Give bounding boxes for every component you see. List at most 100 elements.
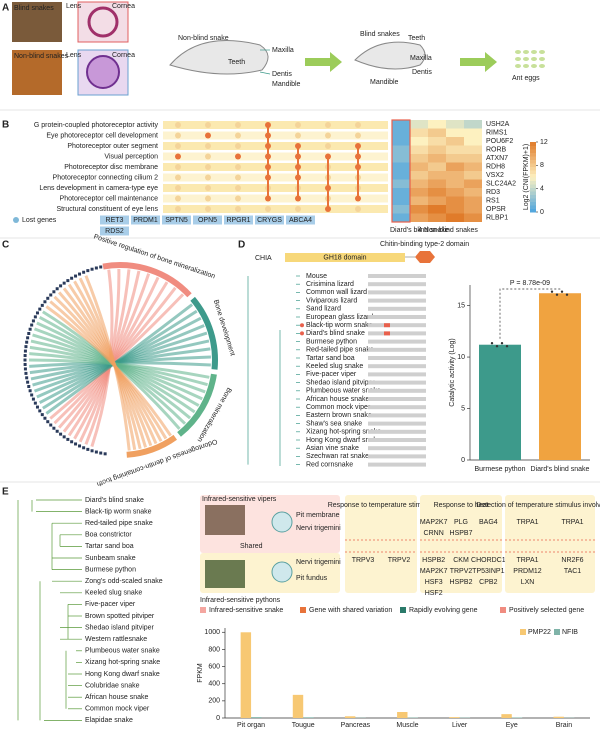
go-term: Photoreceptor connecting cilium 2 (53, 174, 159, 181)
gene: NR2F6 (561, 557, 583, 564)
bar (397, 712, 408, 718)
label: Chitin-binding type-2 domain (380, 241, 469, 248)
column-box (505, 495, 595, 593)
gene: OPSR (486, 206, 506, 213)
domain2-shape (415, 251, 435, 263)
gene-block (70, 276, 74, 280)
legend-label: NFIB (562, 629, 578, 636)
legend-label: Gene with shared variation (309, 607, 392, 614)
label: Blind snakes (360, 31, 400, 38)
gene: HSF2 (425, 590, 443, 597)
heat-cell (446, 213, 464, 222)
gene-box (100, 226, 129, 236)
go-term: Photoreceptor disc membrane (64, 164, 158, 171)
gene: TAC1 (564, 568, 581, 575)
heat-cell (428, 188, 446, 197)
gene: ATXN7 (486, 155, 508, 162)
gene: TRPV2 (450, 568, 473, 575)
label: Infrared-sensitive vipers (202, 496, 277, 503)
dot (235, 122, 241, 128)
species: Viviparous lizard (306, 297, 357, 304)
row-band (163, 121, 388, 129)
species: Asian vine snake (306, 445, 359, 452)
egg (531, 64, 537, 68)
species: Diard's blind snake (85, 497, 144, 504)
gene-block (55, 287, 59, 291)
photo (205, 505, 245, 535)
gene-block (99, 451, 103, 455)
heat-cell (464, 137, 482, 146)
legend-label: Positively selected gene (509, 607, 584, 614)
label: Mandible (272, 81, 301, 88)
species: Common mock viper (306, 404, 371, 411)
dot (235, 143, 241, 149)
gene: PRDM1 (133, 217, 158, 224)
heat-cell (464, 162, 482, 171)
point (490, 342, 494, 345)
gene-block (59, 432, 63, 436)
dot (235, 206, 241, 212)
heat-cell (446, 145, 464, 154)
legend-swatch (500, 607, 506, 613)
dot (175, 153, 181, 160)
heat-cell (464, 154, 482, 163)
heat-cell (392, 162, 410, 171)
dot (235, 185, 241, 191)
dot (325, 143, 331, 149)
gene: USH2A (486, 121, 510, 128)
bar (553, 716, 564, 718)
species: Mouse (306, 273, 327, 280)
go-term: Eye photoreceptor cell development (46, 132, 158, 139)
gene: RIMS1 (486, 130, 508, 137)
gene: RPGR1 (226, 217, 250, 224)
heat-cell (410, 137, 428, 146)
bar (303, 717, 314, 718)
heat-cell (428, 171, 446, 180)
gene: HSF3 (425, 579, 443, 586)
gene: RD3 (486, 189, 500, 196)
gene-block (38, 307, 42, 311)
gene-block (24, 371, 28, 375)
species: Shedao island pitviper (306, 379, 376, 386)
x-tick-label: Eye (506, 722, 518, 729)
label: Infrared-sensitive pythons (200, 597, 281, 604)
gene-block (28, 327, 32, 331)
gene-block (23, 367, 27, 371)
species: Red-tailed pipe snake (85, 520, 153, 527)
heat-cell (446, 196, 464, 205)
y-tick-label: 0 (216, 715, 220, 722)
egg (531, 57, 537, 61)
row-band (163, 131, 388, 140)
egg (515, 57, 521, 61)
legend-swatch (520, 629, 526, 635)
heat-cell (410, 145, 428, 154)
gene-block (30, 323, 34, 327)
gene-block (78, 444, 82, 448)
colorbar-tick-label: 8 (540, 162, 544, 169)
sequence (368, 331, 426, 336)
heat-cell (428, 205, 446, 214)
point (500, 342, 504, 345)
egg (515, 64, 521, 68)
y-tick-label: 800 (208, 646, 220, 653)
legend-label: PMP22 (528, 629, 551, 636)
x-tick-label: Brain (556, 722, 572, 729)
panel-letter: D (238, 240, 245, 251)
photo (12, 2, 62, 42)
sequence (368, 323, 426, 328)
gene-block (35, 405, 39, 409)
gene-block (23, 362, 27, 366)
heat-cell (446, 137, 464, 146)
dot (175, 132, 181, 139)
gene: PLG (454, 519, 468, 526)
sequence (368, 438, 426, 442)
label: Maxilla (272, 47, 294, 54)
column-header: Response to heat (434, 502, 489, 509)
dot (295, 132, 301, 139)
species: Keeled slug snake (306, 363, 363, 370)
gene-block (82, 270, 86, 274)
sequence (368, 397, 426, 401)
label: Teeth (408, 35, 425, 42)
gene-block (86, 269, 90, 273)
